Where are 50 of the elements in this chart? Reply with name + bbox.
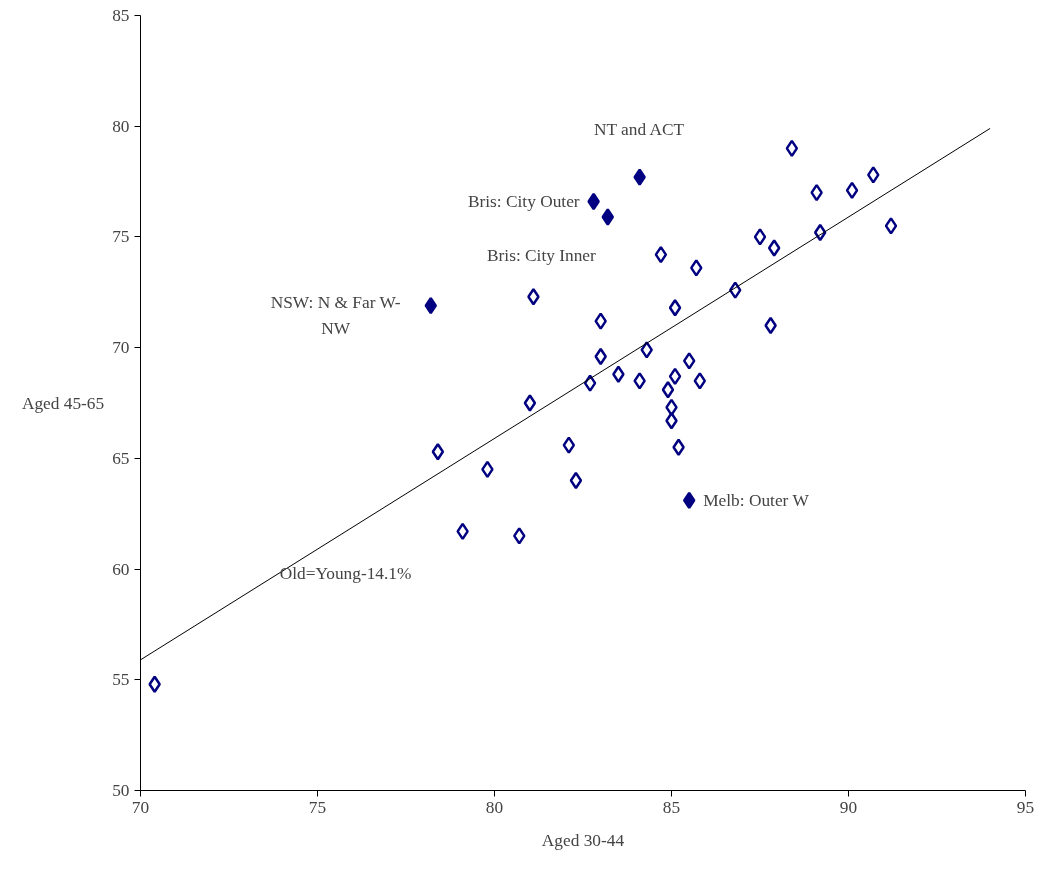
x-tick-label: 70 [131, 797, 150, 817]
y-tick-label: 80 [112, 116, 130, 136]
point [640, 341, 653, 359]
point [682, 491, 696, 510]
annotation: NSW: N & Far W- NW [270, 292, 401, 339]
point [845, 181, 859, 200]
x-tick-label: 95 [1016, 797, 1035, 817]
x-tick-label: 90 [839, 797, 858, 817]
y-tick-label: 75 [112, 227, 130, 247]
annotation: Bris: City Outer [467, 192, 580, 211]
point [654, 245, 668, 264]
point [668, 367, 682, 386]
x-tick-label: 85 [662, 797, 681, 817]
point [601, 208, 615, 226]
annotation: NT and ACT [593, 119, 685, 139]
x-tick-label: 80 [485, 797, 504, 817]
point [767, 239, 781, 257]
annotation: Old=Young-14.1% [279, 564, 412, 584]
point [633, 168, 646, 186]
point [682, 352, 696, 370]
point [431, 442, 445, 461]
y-tick-label: 55 [112, 670, 130, 690]
y-tick-label: 85 [112, 6, 130, 25]
point [562, 436, 576, 454]
point [785, 139, 799, 158]
point [612, 365, 625, 383]
y-tick-label: 60 [112, 559, 130, 579]
point [668, 299, 682, 317]
point [594, 312, 607, 330]
point [523, 394, 537, 412]
y-tick-label: 65 [112, 448, 130, 468]
point [569, 471, 583, 490]
point [690, 259, 703, 277]
point [424, 296, 438, 315]
y-axis-title: Aged 45-65 [21, 393, 105, 413]
point [661, 380, 675, 399]
x-tick-label: 75 [308, 797, 327, 817]
point [148, 675, 161, 693]
x-axis-title: Aged 30-44 [541, 830, 625, 850]
y-tick-label: 50 [112, 781, 130, 800]
point [867, 166, 880, 184]
point [884, 217, 898, 235]
annotation: Melb: Outer W [703, 490, 810, 510]
point [513, 527, 526, 545]
point [753, 228, 767, 246]
point [693, 372, 707, 390]
annotation: Bris: City Inner [487, 245, 597, 265]
point [583, 374, 597, 392]
point [633, 372, 646, 390]
y-tick-label: 70 [112, 338, 130, 358]
